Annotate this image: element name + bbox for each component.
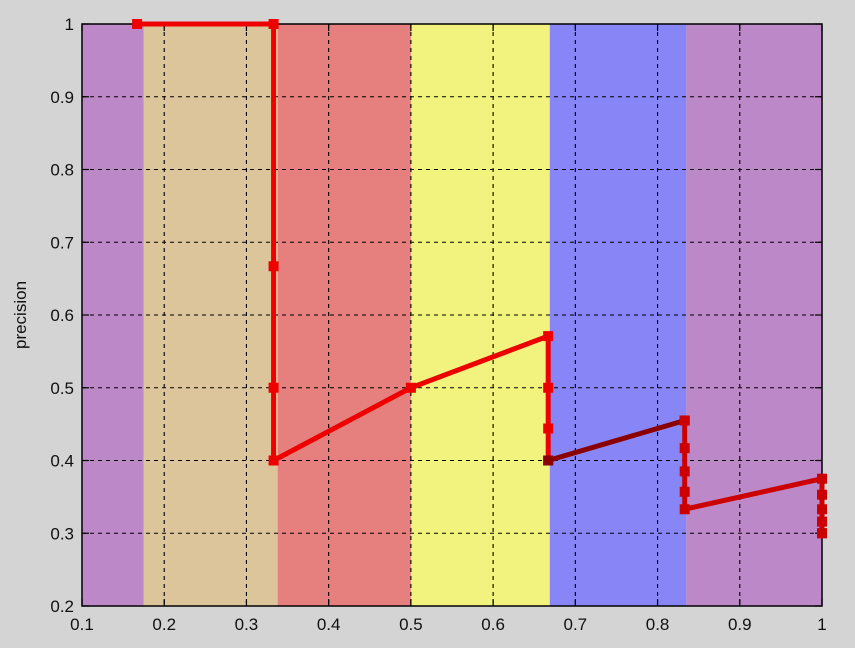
- data-point: [268, 455, 279, 466]
- x-tick-label: 0.1: [70, 615, 94, 634]
- x-tick-label: 1: [817, 615, 826, 634]
- data-point: [132, 19, 143, 29]
- data-point: [543, 331, 554, 342]
- x-tick-label: 0.7: [564, 615, 588, 634]
- y-tick-label: 0.3: [50, 524, 74, 543]
- data-point: [817, 528, 827, 539]
- data-point: [679, 486, 690, 497]
- y-tick-label: 0.5: [50, 379, 74, 398]
- data-point: [543, 455, 554, 466]
- data-point: [817, 516, 827, 527]
- x-tick-label: 0.9: [728, 615, 752, 634]
- data-point: [679, 415, 690, 426]
- y-tick-label: 0.9: [50, 88, 74, 107]
- x-tick-label: 0.8: [646, 615, 670, 634]
- series-line-3: [682, 417, 825, 536]
- y-tick-label: 0.6: [50, 306, 74, 325]
- data-point: [679, 443, 690, 454]
- grid-lines: [82, 24, 822, 606]
- x-tick-label: 0.2: [152, 615, 176, 634]
- data-point: [817, 504, 827, 515]
- y-tick-label: 0.8: [50, 161, 74, 180]
- background-band-3: [277, 24, 411, 606]
- axis-ticks: [81, 23, 823, 607]
- data-point: [268, 261, 279, 272]
- data-point: [543, 423, 554, 434]
- data-point: [817, 489, 827, 500]
- series-line-2: [545, 417, 688, 463]
- series-layer: [132, 19, 827, 539]
- y-axis-label: precision: [11, 281, 30, 349]
- x-tick-label: 0.4: [317, 615, 341, 634]
- x-tick-label: 0.6: [481, 615, 505, 634]
- y-tick-label: 0.4: [50, 452, 74, 471]
- series-line-1: [134, 21, 551, 463]
- y-tick-label: 0.7: [50, 233, 74, 252]
- data-point: [543, 382, 554, 393]
- y-tick-label: 0.2: [50, 597, 74, 616]
- data-point: [679, 504, 690, 515]
- data-point: [679, 466, 690, 477]
- y-tick-label: 1: [65, 15, 74, 34]
- data-point: [268, 19, 279, 29]
- x-tick-label: 0.3: [235, 615, 259, 634]
- x-tick-label: 0.5: [399, 615, 423, 634]
- data-point: [405, 382, 416, 393]
- data-point: [817, 473, 827, 484]
- data-point: [268, 382, 279, 393]
- tick-labels: 0.1 0.2 0.3 0.4 0.5 0.6 0.7 0.8 0.9 10.20.30.40.5…: [50, 15, 826, 634]
- background-band-4: [410, 24, 550, 606]
